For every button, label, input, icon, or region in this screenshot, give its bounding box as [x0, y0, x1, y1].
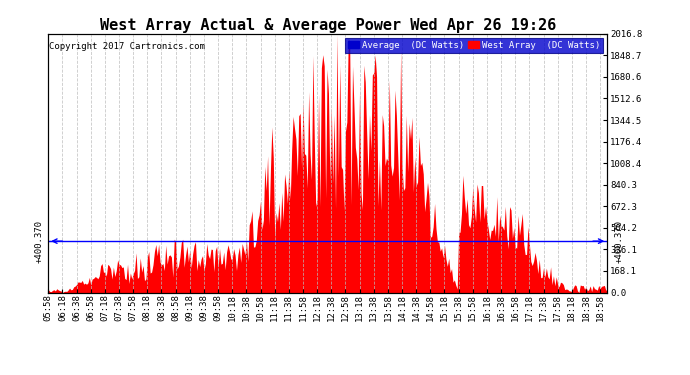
Text: +400.370: +400.370: [614, 220, 623, 262]
Legend: Average  (DC Watts), West Array  (DC Watts): Average (DC Watts), West Array (DC Watts…: [345, 38, 602, 53]
Title: West Array Actual & Average Power Wed Apr 26 19:26: West Array Actual & Average Power Wed Ap…: [99, 18, 556, 33]
Text: Copyright 2017 Cartronics.com: Copyright 2017 Cartronics.com: [50, 42, 206, 51]
